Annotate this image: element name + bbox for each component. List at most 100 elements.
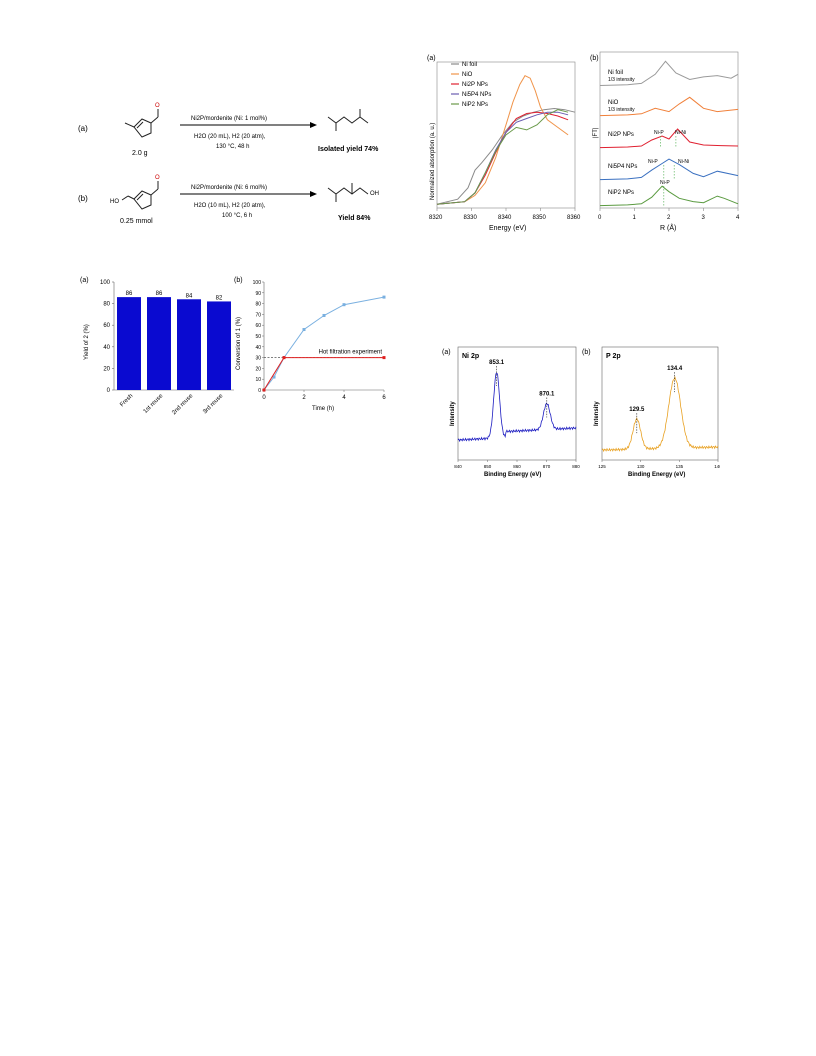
reuse-category-label: 2nd reuse (171, 393, 195, 417)
kinetics-point (382, 356, 386, 360)
kinetics-y-tick-label: 80 (255, 302, 261, 308)
kinetics-y-label: Conversion of 1 (%) (236, 317, 242, 370)
kinetics-point (272, 375, 276, 379)
exafs-annotation: Ni-Ni (675, 130, 686, 136)
scheme-a-result: Isolated yield 74% (318, 146, 379, 153)
xps-p-panel-tag: (b) (582, 349, 591, 356)
scheme-a-line3: 130 °C, 48 h (216, 144, 249, 150)
kinetics-point (282, 356, 286, 360)
exafs-x-tick-label: 2 (667, 215, 671, 221)
scheme-b-tag: (b) (78, 194, 88, 203)
kinetics-point (302, 328, 306, 332)
hydroxyhexanedione-structure (327, 183, 369, 202)
xanes-x-tick-label: 8350 (533, 215, 547, 221)
xps-ni-label: Ni 2p (462, 353, 479, 360)
xanes-legend-label: NiP2 NPs (462, 102, 488, 108)
reuse-y-label: Yield of 2 (%) (84, 324, 90, 360)
xps-peak-label: 134.4 (667, 366, 683, 372)
scheme-a-tag: (a) (78, 124, 88, 133)
xps-ni-chart: (a) Ni 2p 853.1 870.1 840 850 860 870 880 Bind… (442, 346, 580, 478)
kinetics-chart: (b) 0 10 20 30 40 50 60 70 80 90 100 0 2 4 6 Hot filtra… (234, 277, 386, 412)
arrowhead-b (310, 191, 317, 197)
kinetics-y-tick-label: 90 (255, 291, 261, 297)
exafs-x-label: R (Å) (660, 223, 676, 232)
xanes-series-line (436, 111, 569, 205)
scheme-b-amount: 0.25 mmol (120, 218, 153, 225)
kinetics-point (262, 388, 266, 392)
xanes-legend-label: Ni foil (462, 62, 477, 68)
exafs-annotation: Ni-Ni (678, 159, 689, 165)
reuse-y-tick-label: 80 (103, 302, 110, 308)
xps-p-chart: (b) P 2p 129.5 134.4 125 130 135 140 Binding … (582, 346, 720, 478)
reuse-category-label: Fresh (119, 393, 134, 408)
xps-peak-label: 853.1 (489, 360, 505, 366)
xps-ni-frame (457, 346, 577, 461)
xanes-panel-tag: (a) (427, 55, 436, 62)
exafs-series-label: NiO (608, 100, 619, 106)
xps-x-tick-label: 850 (484, 464, 492, 469)
exafs-annotation: Ni-P (660, 180, 670, 186)
scheme-b-o: O (155, 175, 160, 181)
xps-p-frame (601, 346, 719, 461)
scheme-a-amount: 2.0 g (132, 150, 148, 157)
xps-p-label: P 2p (606, 353, 621, 360)
xps-x-tick-label: 140 (714, 464, 720, 469)
scheme-b-result: Yield 84% (338, 215, 371, 222)
xanes-y-label: Normalized absorption (a. u.) (430, 123, 436, 200)
scheme-b-catalyst: Ni2P/mordenite (Ni: 6 mol%) (191, 185, 267, 191)
kinetics-x-label: Time (h) (312, 406, 334, 412)
kinetics-panel-tag: (b) (234, 277, 243, 284)
xps-p-x-label: Binding Energy (eV) (628, 472, 685, 478)
kinetics-point (342, 303, 346, 307)
kinetics-y-tick-label: 0 (258, 388, 261, 394)
kinetics-point (382, 295, 386, 299)
xps-ni-y-label: Intensity (450, 401, 456, 426)
exafs-annotation: Ni-P (648, 159, 658, 165)
reuse-y-tick-label: 40 (103, 345, 110, 351)
exafs-series-line (599, 128, 739, 149)
kinetics-y-tick-label: 10 (255, 377, 261, 383)
reuse-bar (147, 297, 171, 390)
kinetics-x-tick-label: 0 (262, 395, 266, 401)
exafs-series-line (599, 158, 739, 181)
xanes-x-label: Energy (eV) (489, 225, 526, 232)
kinetics-y-tick-label: 30 (255, 356, 261, 362)
kinetics-series-line (263, 296, 385, 391)
xanes-x-tick-label: 8320 (429, 215, 443, 221)
exafs-x-tick-label: 1 (633, 215, 637, 221)
kinetics-y-tick-label: 70 (255, 312, 261, 318)
reuse-bar (117, 297, 141, 390)
xanes-x-tick-label: 8360 (567, 215, 581, 221)
exafs-x-tick-label: 0 (598, 215, 602, 221)
methylfurfural-structure (124, 109, 159, 138)
reuse-bar-chart: (a) 0 20 40 60 80 100 86 Fresh 86 1st reuse 84 2nd … (80, 277, 234, 417)
xps-spectrum-line (457, 372, 577, 443)
reuse-category-label: 1st reuse (143, 393, 165, 415)
scheme-b-ho: HO (110, 199, 119, 205)
xanes-x-tick-label: 8340 (498, 215, 512, 221)
reuse-y-tick-label: 20 (103, 366, 110, 372)
reuse-bar (207, 301, 231, 390)
exafs-series-line (599, 185, 739, 207)
reuse-y-tick-label: 60 (103, 323, 110, 329)
exafs-x-tick-label: 4 (736, 215, 740, 221)
xanes-series-line (436, 75, 569, 205)
kinetics-y-tick-label: 40 (255, 345, 261, 351)
xanes-x-tick-label: 8330 (464, 215, 478, 221)
xps-x-tick-label: 870 (543, 464, 551, 469)
kinetics-annotation: Hot filtration experiment (319, 350, 383, 356)
kinetics-y-tick-label: 20 (255, 366, 261, 372)
exafs-y-label: |FT| (593, 127, 599, 138)
exafs-panel-tag: (b) (590, 55, 599, 62)
scheme-a-catalyst: Ni2P/mordenite (Ni: 1 mol%) (191, 116, 267, 122)
xanes-series-line (436, 109, 569, 205)
xps-spectrum-line (601, 375, 719, 453)
scheme-b-line2: H2O (10 mL), H2 (20 atm), (194, 203, 266, 209)
kinetics-y-tick-label: 50 (255, 334, 261, 340)
exafs-series-label: Ni2P NPs (608, 132, 634, 138)
arrowhead-a (310, 122, 317, 128)
xps-x-tick-label: 840 (454, 464, 462, 469)
exafs-annotation: Ni-P (654, 130, 664, 136)
